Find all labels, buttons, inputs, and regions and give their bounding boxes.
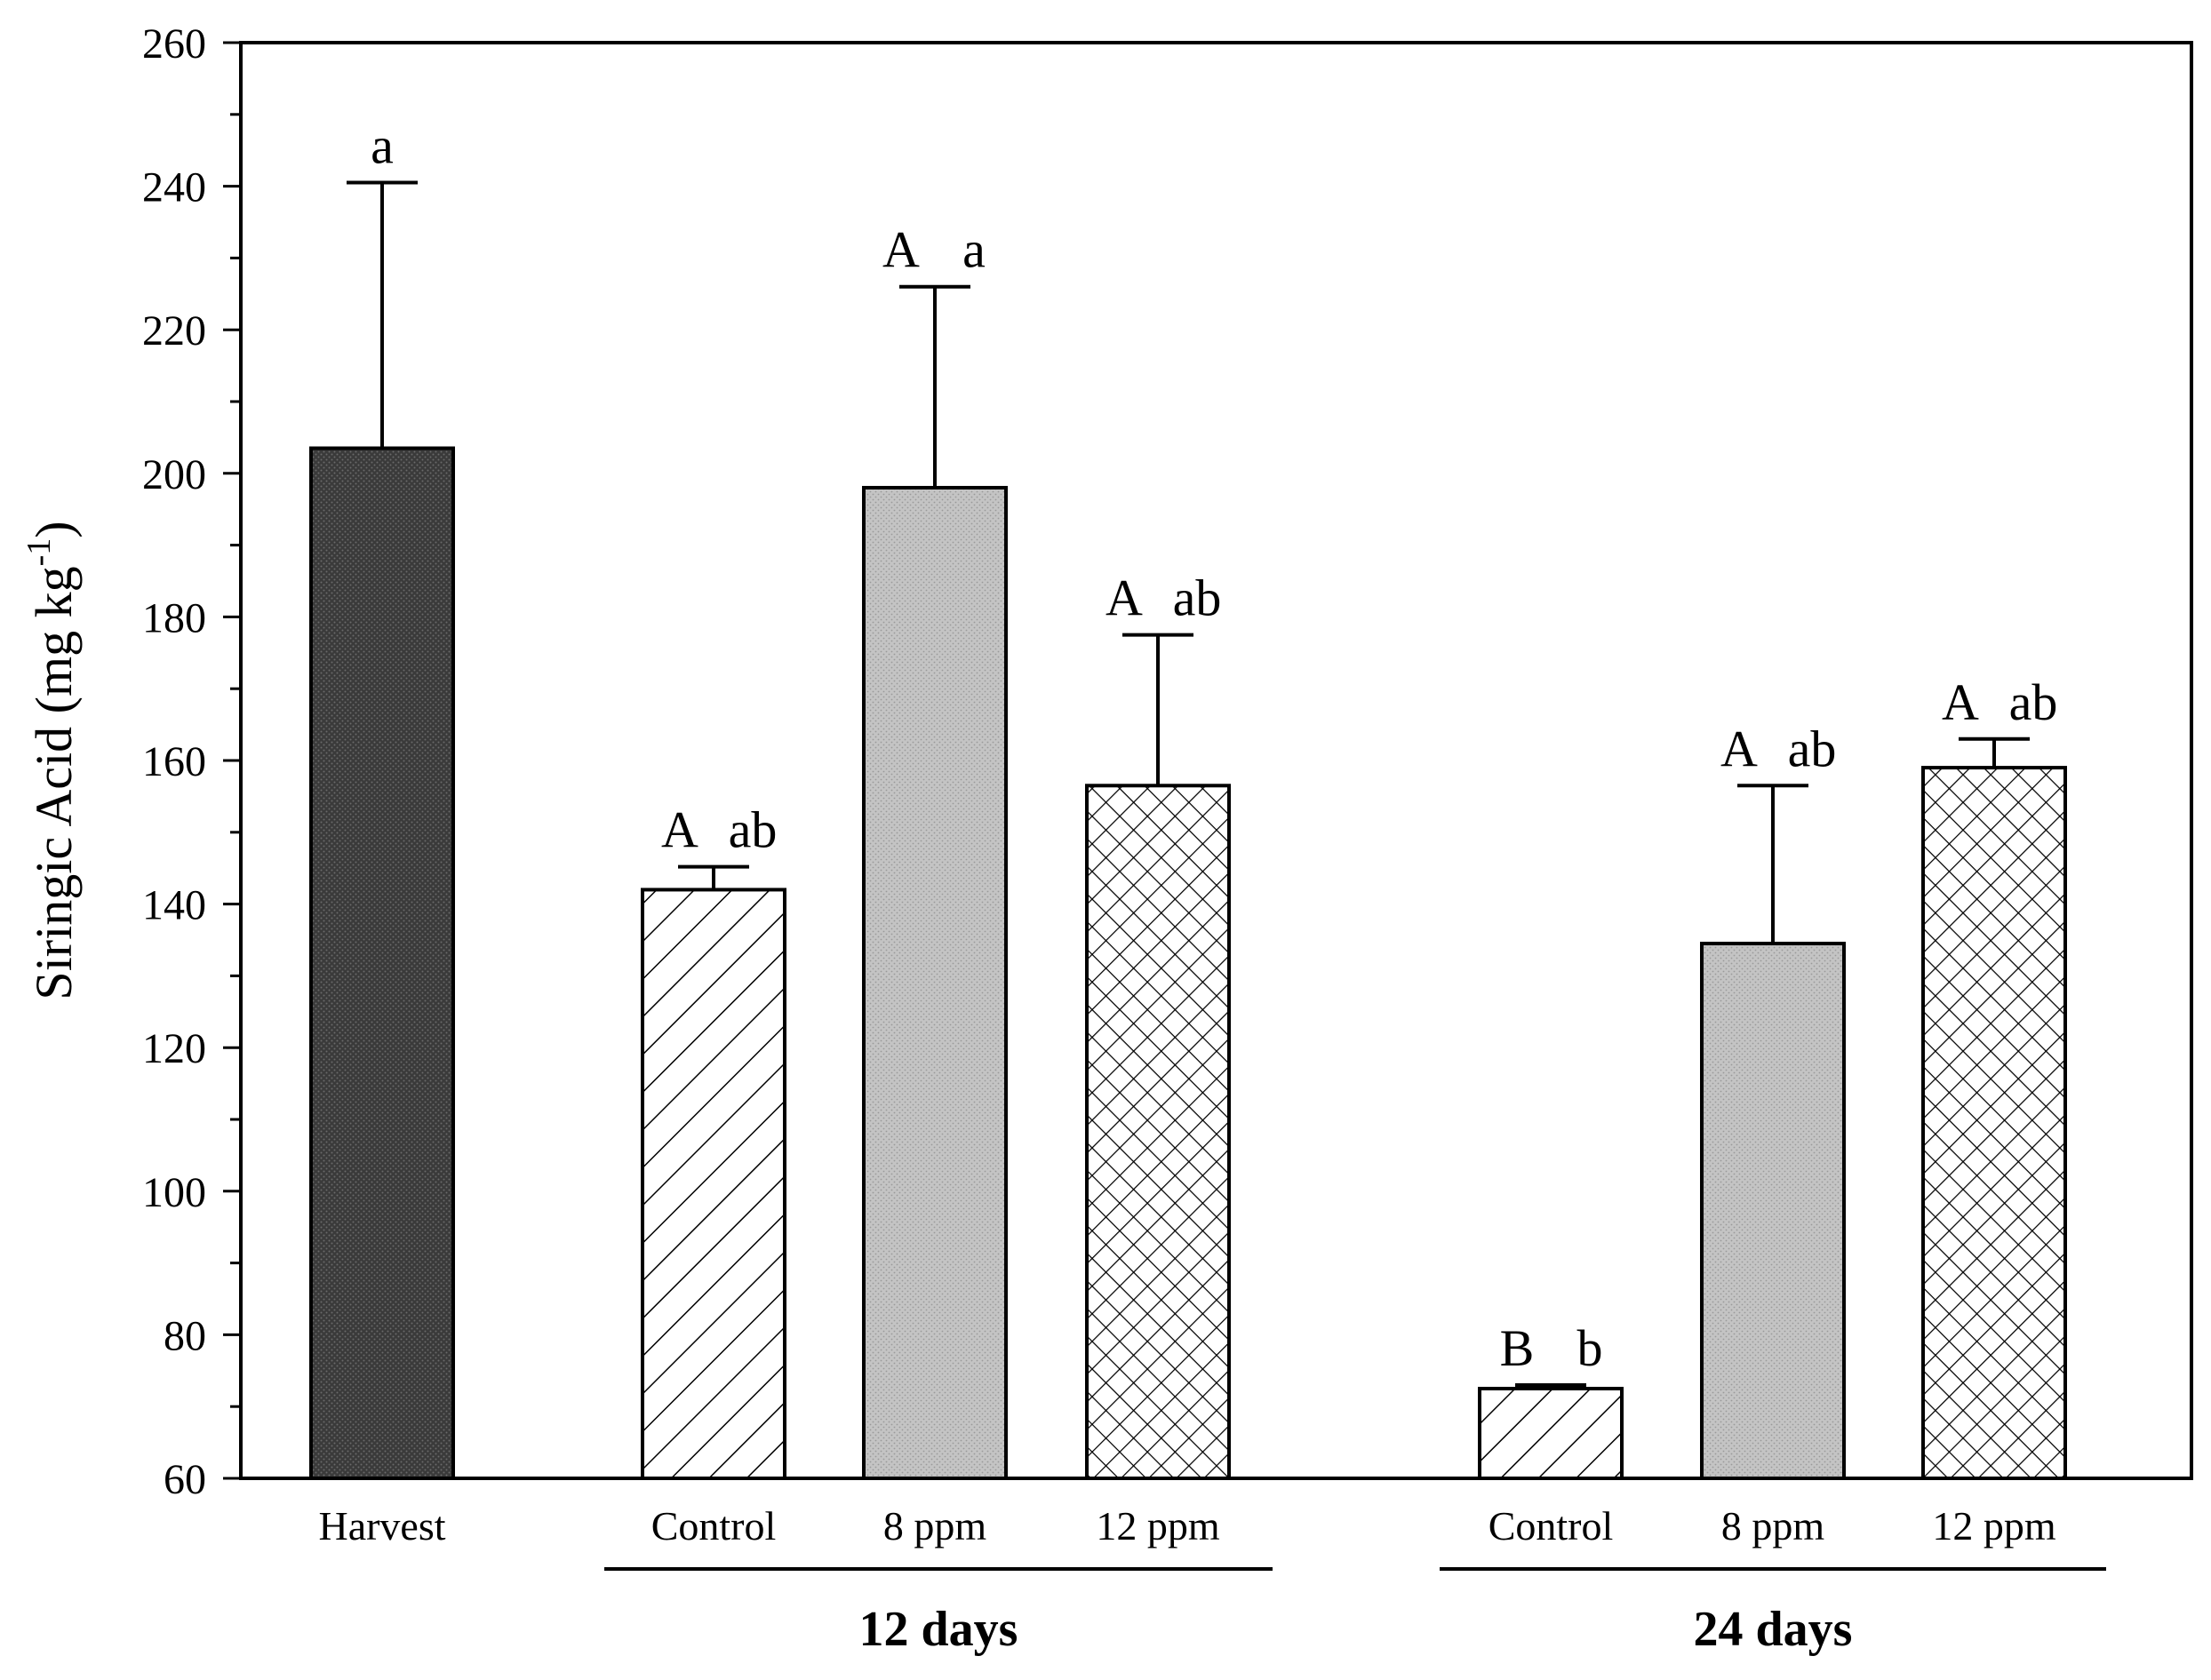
y-axis-label: Siringic Acid (mg kg-1) bbox=[20, 521, 83, 999]
y-axis-label-text: Siringic Acid (mg kg bbox=[25, 566, 83, 999]
y-axis: 60 80 100 120 140 160 180 200 220 240 260 bbox=[142, 20, 241, 1503]
bar bbox=[1085, 784, 1231, 1480]
significance-letter-upper: B bbox=[1500, 1319, 1535, 1377]
y-tick-label: 200 bbox=[142, 451, 206, 498]
bars: aA abA aA abB bA abA ab bbox=[309, 117, 2067, 1481]
x-tick-label: 8 ppm bbox=[883, 1503, 987, 1549]
x-tick-label: Control bbox=[1489, 1503, 1614, 1549]
y-axis-label-superscript: -1 bbox=[20, 538, 58, 567]
bar bbox=[862, 485, 1008, 1481]
x-tick-label: 12 ppm bbox=[1096, 1503, 1220, 1549]
significance-letter-lower: a bbox=[962, 221, 986, 279]
group-label: 24 days bbox=[1694, 1602, 1853, 1657]
significance-letter-lower: ab bbox=[1788, 720, 1837, 777]
significance-letter-upper: A bbox=[661, 801, 698, 859]
bar bbox=[1478, 1387, 1624, 1480]
significance-letter-upper: A bbox=[1106, 569, 1143, 627]
significance-letter-upper: A bbox=[882, 221, 920, 279]
y-tick-label: 220 bbox=[142, 307, 206, 354]
y-axis-label-close: ) bbox=[25, 521, 83, 537]
significance-letter-lower: ab bbox=[2009, 673, 2058, 731]
significance-letter-lower: b bbox=[1577, 1319, 1603, 1377]
bar bbox=[1700, 942, 1846, 1481]
y-tick-label: 80 bbox=[164, 1312, 206, 1359]
bar bbox=[1921, 766, 2067, 1480]
y-tick-label: 120 bbox=[142, 1025, 206, 1072]
x-tick-label: 12 ppm bbox=[1932, 1503, 2056, 1549]
significance-letter-lower: ab bbox=[1173, 569, 1222, 627]
y-tick-label: 160 bbox=[142, 738, 206, 785]
y-tick-label: 260 bbox=[142, 20, 206, 68]
significance-letter-upper: A bbox=[1720, 720, 1758, 777]
bar bbox=[641, 888, 786, 1480]
y-tick-label: 180 bbox=[142, 594, 206, 641]
x-tick-label: Harvest bbox=[318, 1503, 445, 1549]
y-tick-label: 240 bbox=[142, 164, 206, 211]
y-tick-label: 140 bbox=[142, 882, 206, 929]
significance-letter-lower: ab bbox=[729, 801, 778, 859]
significance-letter-upper: A bbox=[1942, 673, 1979, 731]
y-tick-label: 60 bbox=[164, 1456, 206, 1503]
x-tick-label: Control bbox=[651, 1503, 777, 1549]
x-axis: Harvest Control 8 ppm 12 ppm Control 8 ppm 12 … bbox=[318, 1503, 2106, 1657]
y-tick-label: 100 bbox=[142, 1169, 206, 1216]
group-label: 12 days bbox=[859, 1602, 1018, 1657]
x-tick-label: 8 ppm bbox=[1721, 1503, 1825, 1549]
significance-letter-lower: a bbox=[371, 117, 394, 175]
bar bbox=[309, 446, 455, 1480]
